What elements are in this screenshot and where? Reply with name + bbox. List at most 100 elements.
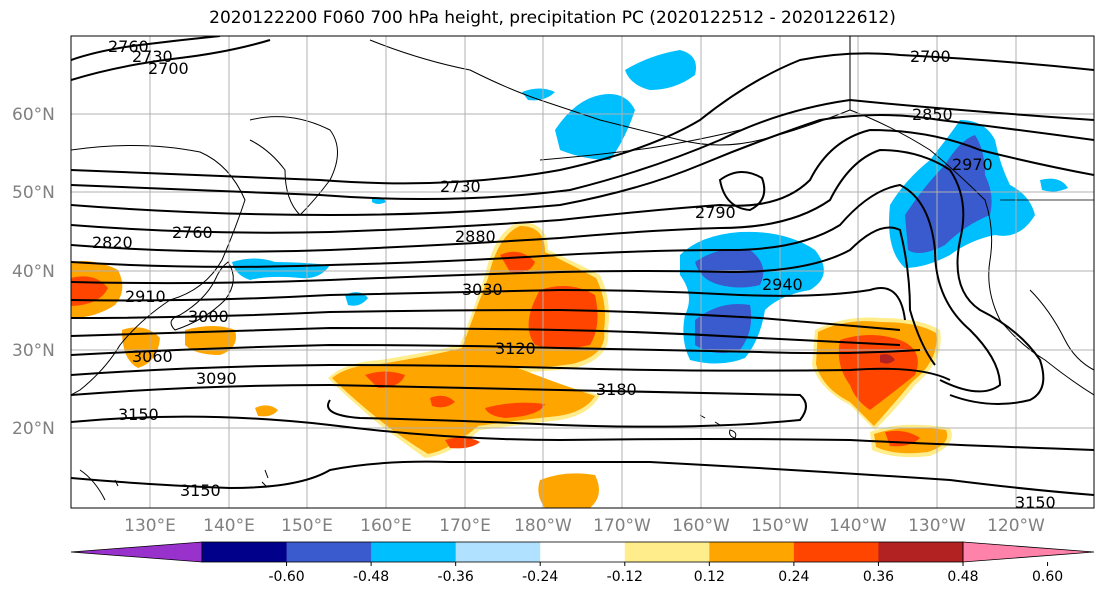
height-contour xyxy=(71,287,906,321)
contour-label: 2730 xyxy=(440,177,481,196)
colorbar-tick-label: 0.24 xyxy=(778,569,809,585)
colorbar-tick-label: 0.36 xyxy=(863,569,894,585)
map-title: 2020122200 F060 700 hPa height, precipit… xyxy=(209,8,896,28)
precip-negative-area xyxy=(232,258,330,280)
longitude-label: 160°W xyxy=(672,516,730,536)
precip-positive-area xyxy=(365,371,405,388)
colorbar-bin xyxy=(709,542,795,562)
longitude-label: 170°W xyxy=(593,516,651,536)
longitude-label: 140°W xyxy=(829,516,887,536)
precip-positive-area xyxy=(538,473,599,508)
contour-label: 2940 xyxy=(762,275,803,294)
latitude-label: 40°N xyxy=(12,262,55,282)
contour-label: 2910 xyxy=(125,287,166,306)
precip-positive-area xyxy=(528,286,598,349)
longitude-label: 130°W xyxy=(908,516,966,536)
contour-label: 2850 xyxy=(912,105,953,124)
colorbar-bin xyxy=(624,542,710,562)
height-contour xyxy=(71,39,271,81)
precip-positive-area xyxy=(255,405,278,417)
colorbar-tick-label: -0.60 xyxy=(268,569,304,585)
colorbar-tick-label: -0.36 xyxy=(438,569,474,585)
colorbar-extend-min xyxy=(70,541,203,563)
precip-negative-area xyxy=(695,248,764,288)
height-contour xyxy=(71,128,1094,234)
height-contour xyxy=(71,98,1094,200)
colorbar-bin xyxy=(878,542,964,562)
contour-label: 3150 xyxy=(118,405,159,424)
colorbar-bin xyxy=(540,542,626,562)
height-contour xyxy=(71,460,1094,496)
coastline-baja xyxy=(1029,289,1094,371)
coastline-japan xyxy=(170,261,234,331)
precip-shading xyxy=(71,50,1068,508)
precip-positive-area xyxy=(485,402,545,418)
colorbar-bin xyxy=(371,542,457,562)
height-contour xyxy=(71,415,1094,451)
colorbar: -0.60 -0.48 -0.36 -0.24 -0.12 0.12 0.24 0.36 0.4… xyxy=(70,541,1095,585)
pacific-island-chain xyxy=(79,469,269,501)
height-contour xyxy=(71,383,807,428)
colorbar-extend-max xyxy=(962,541,1095,563)
colorbar-tick-label: 0.60 xyxy=(1032,569,1063,585)
longitude-label: 150°W xyxy=(751,516,809,536)
height-contour xyxy=(71,114,1094,217)
height-contour xyxy=(71,148,1045,405)
precip-positive-area xyxy=(71,276,108,306)
longitude-label: 170°E xyxy=(439,516,491,536)
colorbar-tick-label: 0.48 xyxy=(947,569,978,585)
contour-label: 3060 xyxy=(132,347,173,366)
latitude-label: 50°N xyxy=(12,183,55,203)
colorbar-bin xyxy=(455,542,541,562)
contour-label: 2880 xyxy=(455,227,496,246)
height-contour xyxy=(718,171,766,212)
contour-label: 2970 xyxy=(952,155,993,174)
latitude-label: 20°N xyxy=(12,419,55,439)
precip-positive-area xyxy=(332,226,605,454)
latitude-label: 30°N xyxy=(12,341,55,361)
coastline-aleutians xyxy=(539,129,741,161)
contour-label: 2700 xyxy=(148,59,189,78)
height-contours xyxy=(71,36,1094,496)
longitude-label: 120°W xyxy=(987,516,1045,536)
height-contour xyxy=(71,36,221,61)
contour-label: 2760 xyxy=(108,37,149,56)
contour-labels: 2760 2730 2700 2700 2850 2970 2730 2790 … xyxy=(92,37,1056,512)
height-contour xyxy=(71,308,901,331)
colorbar-bin xyxy=(202,542,288,562)
longitude-label: 150°E xyxy=(281,516,333,536)
map-frame xyxy=(70,35,1095,509)
latitude-label: 60°N xyxy=(12,105,55,125)
contour-label: 2730 xyxy=(132,47,173,66)
height-contour xyxy=(71,52,1094,185)
precip-positive-area xyxy=(430,395,455,408)
contour-label: 3180 xyxy=(596,380,637,399)
precip-negative-area xyxy=(1040,178,1068,192)
height-contour xyxy=(71,326,901,346)
contour-label: 3120 xyxy=(495,339,536,358)
map-plot-area: 2760 2730 2700 2700 2850 2970 2730 2790 … xyxy=(71,36,1094,512)
contour-label: 3150 xyxy=(180,481,221,500)
contour-label: 2760 xyxy=(172,223,213,242)
contour-label: 2700 xyxy=(910,47,951,66)
precip-positive-area xyxy=(838,335,918,410)
precip-negative-area xyxy=(625,50,696,90)
contour-label: 3150 xyxy=(1015,493,1056,512)
precip-negative-area xyxy=(905,135,992,254)
precip-negative-area xyxy=(555,94,635,160)
colorbar-tick-label: -0.12 xyxy=(607,569,643,585)
height-contour xyxy=(71,226,936,366)
longitude-labels: 130°E 140°E 150°E 160°E 170°E 180°W 170°… xyxy=(124,516,1045,536)
coastline-north-america xyxy=(849,109,1094,396)
longitude-label: 130°E xyxy=(124,516,176,536)
longitude-label: 140°E xyxy=(203,516,255,536)
contour-label: 3000 xyxy=(188,307,229,326)
colorbar-bin xyxy=(793,542,879,562)
height-contour xyxy=(71,343,921,356)
latitude-labels: 60°N 50°N 40°N 30°N 20°N xyxy=(12,105,55,439)
colorbar-tick-label: 0.12 xyxy=(694,569,725,585)
precip-negative-area xyxy=(522,88,555,101)
contour-label: 2790 xyxy=(695,203,736,222)
colorbar-frame xyxy=(201,541,964,563)
